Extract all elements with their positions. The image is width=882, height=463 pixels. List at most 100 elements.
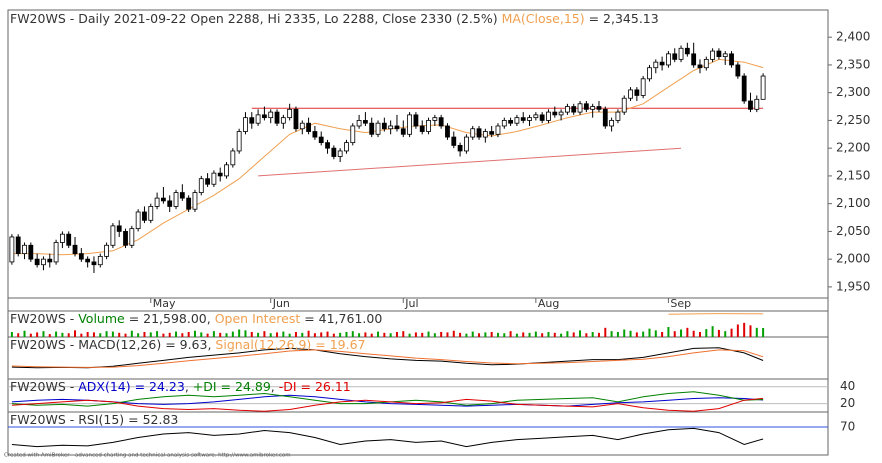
- volume-bar: [307, 330, 310, 337]
- candle-body: [375, 122, 381, 135]
- volume-bar: [534, 331, 537, 337]
- candle-body: [198, 178, 204, 193]
- volume-bar: [231, 331, 234, 337]
- volume-bar: [452, 330, 455, 337]
- title-part: FW20WS - Daily 2021-09-22 Open 2288, Hi …: [10, 11, 502, 26]
- candle-body: [381, 122, 387, 130]
- volume-bar: [547, 332, 550, 337]
- candle-body: [230, 150, 236, 166]
- volume-bar: [332, 333, 335, 337]
- candle-body: [470, 128, 476, 138]
- candle-body: [495, 125, 501, 135]
- candle-body: [590, 106, 596, 110]
- title-part: FW20WS - MACD(12,26) = 9.63,: [10, 337, 215, 352]
- volume-bar: [440, 332, 443, 337]
- candle-body: [287, 108, 293, 119]
- candle-body: [97, 255, 103, 266]
- candle-body: [268, 111, 274, 119]
- x-tick-label: Sep: [670, 297, 691, 310]
- y-tick-label: 2,100: [836, 196, 870, 210]
- volume-bar: [339, 332, 342, 337]
- volume-bar: [597, 332, 600, 337]
- candle-body: [123, 231, 128, 246]
- volume-bar: [698, 332, 701, 337]
- volume-bar: [219, 332, 222, 337]
- candle-body: [445, 125, 450, 138]
- candle-body: [299, 122, 305, 130]
- volume-bar: [560, 333, 563, 337]
- title-part: +DI = 24.89: [193, 379, 271, 394]
- volume-bar: [364, 332, 367, 337]
- title-part: Volume: [78, 311, 125, 326]
- candle-body: [647, 67, 652, 80]
- volume-bar: [705, 329, 708, 337]
- candle-body: [729, 53, 734, 66]
- candle-body: [672, 53, 678, 60]
- volume-bar: [755, 327, 758, 337]
- candle-body: [457, 144, 463, 152]
- candle-body: [741, 75, 747, 102]
- y-tick-label: 2,050: [836, 224, 870, 238]
- candle-body: [255, 114, 261, 124]
- volume-bar: [250, 332, 253, 337]
- candle-body: [236, 131, 242, 152]
- indicator-line: [11, 394, 764, 407]
- volume-bar: [137, 333, 140, 337]
- volume-bar: [736, 324, 739, 337]
- candle-body: [394, 125, 400, 130]
- title-part: = 41,761.00: [300, 311, 382, 326]
- volume-bar: [238, 329, 241, 337]
- volume-bar: [162, 333, 165, 337]
- volume-bar: [269, 333, 272, 337]
- y-tick-label: 70: [840, 420, 855, 434]
- candle-body: [609, 120, 615, 127]
- volume-bar: [604, 327, 607, 337]
- candle-body: [426, 120, 431, 132]
- candle-body: [173, 192, 179, 207]
- volume-bar: [200, 332, 203, 337]
- volume-bar: [99, 333, 102, 337]
- title-part: FW20WS -: [10, 379, 78, 394]
- volume-bar: [496, 332, 499, 337]
- candle-body: [160, 197, 166, 202]
- volume-bar: [395, 332, 398, 337]
- volume-bar: [111, 331, 114, 337]
- candle-body: [577, 103, 583, 113]
- volume-bar: [509, 331, 512, 337]
- candle-body: [331, 147, 337, 157]
- volume-bar: [370, 333, 373, 337]
- candle-body: [306, 122, 311, 132]
- candle-body: [179, 192, 185, 199]
- candle-body: [47, 258, 53, 263]
- candle-body: [369, 122, 375, 135]
- volume-bar: [187, 332, 190, 337]
- volume-bar: [528, 332, 531, 337]
- volume-bar: [692, 330, 695, 337]
- volume-bar: [301, 332, 304, 337]
- candle-body: [691, 53, 697, 66]
- volume-bar: [629, 330, 632, 337]
- candle-body: [293, 108, 299, 130]
- title-part: FW20WS - RSI(15) = 52.83: [10, 412, 178, 427]
- volume-bar: [206, 333, 209, 337]
- panel-title: FW20WS - ADX(14) = 24.23, +DI = 24.89, -…: [10, 379, 351, 394]
- volume-bar: [156, 331, 159, 337]
- volume-bar: [149, 332, 152, 337]
- volume-bar: [181, 333, 184, 337]
- x-tick-label: Jul: [404, 297, 418, 310]
- volume-bar: [427, 331, 430, 337]
- volume-bar: [351, 331, 354, 337]
- volume-bar: [118, 332, 121, 337]
- candle-body: [520, 117, 526, 121]
- volume-bar: [648, 328, 651, 337]
- volume-bar: [67, 333, 70, 337]
- candle-body: [413, 114, 419, 127]
- candle-body: [356, 120, 362, 127]
- volume-bar: [402, 331, 405, 337]
- candle-body: [634, 89, 640, 96]
- panel-title: FW20WS - Volume = 21,598.00, Open Intere…: [10, 311, 382, 326]
- panel-title: FW20WS - RSI(15) = 52.83: [10, 412, 178, 427]
- candle-body: [760, 75, 766, 100]
- volume-bar: [225, 333, 228, 337]
